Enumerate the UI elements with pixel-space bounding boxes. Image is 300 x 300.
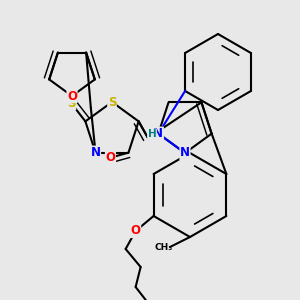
Text: N: N: [180, 146, 190, 160]
Text: N: N: [91, 146, 100, 159]
Text: O: O: [67, 89, 77, 103]
Text: CH₃: CH₃: [155, 242, 173, 251]
Text: S: S: [67, 97, 76, 110]
Text: O: O: [130, 224, 141, 238]
Text: N: N: [153, 127, 164, 140]
Text: O: O: [106, 151, 116, 164]
Text: H: H: [148, 129, 156, 139]
Text: S: S: [108, 95, 116, 109]
